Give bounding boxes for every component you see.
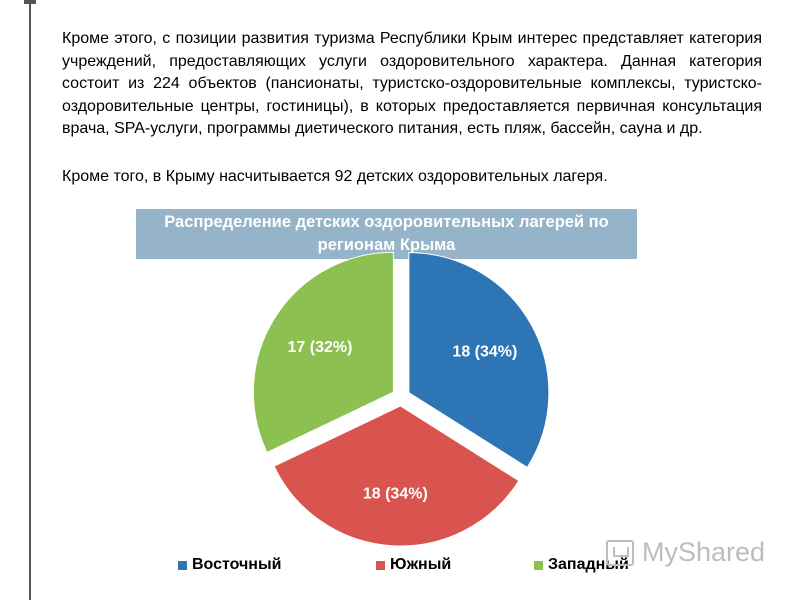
legend-item-1: Восточный bbox=[178, 556, 281, 574]
pie-slice-label-3: 17 (32%) bbox=[288, 339, 353, 356]
legend-swatch bbox=[534, 560, 543, 570]
body-paragraph-1: Кроме этого, с позиции развития туризма … bbox=[62, 30, 762, 137]
chart-legend: Восточный Южный Западный bbox=[0, 556, 800, 580]
slide-accent-bar bbox=[29, 0, 31, 600]
pie-slice-label-2: 18 (34%) bbox=[363, 486, 428, 503]
pie-slice-2 bbox=[273, 405, 520, 547]
legend-swatch bbox=[178, 560, 187, 570]
legend-item-3: Западный bbox=[534, 556, 629, 574]
watermark: MyShared bbox=[606, 537, 765, 568]
chart-title-box: Распределение детских оздоровительных ла… bbox=[136, 209, 637, 259]
pie-slice-3 bbox=[252, 251, 394, 454]
pie-slice-label-1: 18 (34%) bbox=[452, 344, 517, 361]
body-paragraph-2: Кроме того, в Крыму насчитывается 92 дет… bbox=[62, 168, 608, 185]
presentation-icon bbox=[606, 539, 634, 566]
slide-accent-cap bbox=[24, 0, 36, 4]
legend-label: Западный bbox=[548, 556, 629, 573]
legend-item-2: Южный bbox=[376, 556, 451, 574]
pie-slice-1 bbox=[408, 252, 550, 469]
watermark-text: MyShared bbox=[642, 537, 766, 567]
legend-label: Восточный bbox=[192, 556, 282, 573]
legend-label: Южный bbox=[390, 556, 452, 573]
legend-swatch bbox=[376, 560, 385, 570]
chart-title: Распределение детских оздоровительных ла… bbox=[164, 213, 609, 254]
